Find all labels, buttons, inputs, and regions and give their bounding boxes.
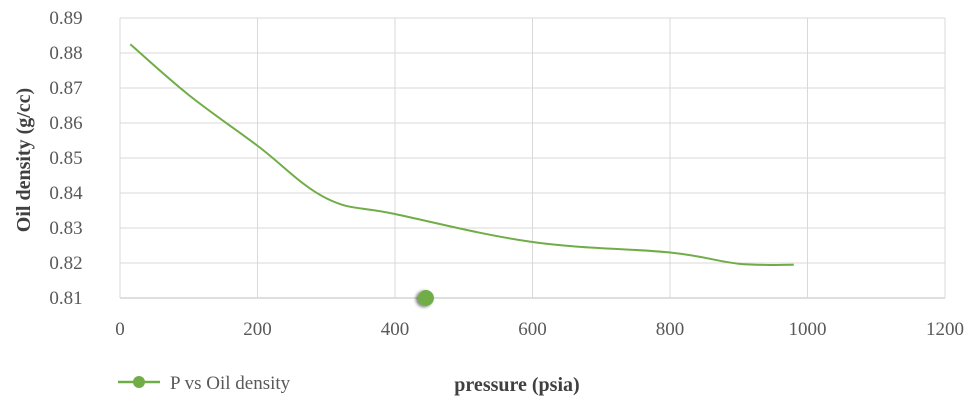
y-tick-label: 0.89 xyxy=(49,8,82,29)
y-tick-label: 0.87 xyxy=(49,78,82,99)
y-tick-labels: 0.81 0.82 0.83 0.84 0.85 0.86 0.87 0.88 0.89 xyxy=(49,8,83,309)
y-axis-title: Oil density (g/cc) xyxy=(13,88,35,232)
y-tick-label: 0.85 xyxy=(49,148,82,169)
annotation-group xyxy=(417,290,434,306)
x-tick-label: 1200 xyxy=(926,319,964,340)
gridlines xyxy=(119,17,946,299)
x-tick-label: 200 xyxy=(243,319,272,340)
x-tick-label: 0 xyxy=(115,319,125,340)
series-group xyxy=(129,43,794,266)
y-tick-label: 0.88 xyxy=(49,43,82,64)
x-tick-label: 1000 xyxy=(789,319,827,340)
data-point-marker xyxy=(417,290,434,306)
y-tick-label: 0.81 xyxy=(49,288,82,309)
series-line xyxy=(129,43,794,266)
legend-marker xyxy=(133,376,145,388)
legend-label: P vs Oil density xyxy=(170,373,291,394)
y-tick-label: 0.84 xyxy=(49,183,83,204)
x-tick-labels: 0 200 400 600 800 1000 1200 xyxy=(115,319,964,340)
x-tick-label: 800 xyxy=(656,319,685,340)
y-tick-label: 0.86 xyxy=(49,113,82,134)
y-tick-label: 0.82 xyxy=(49,253,82,274)
legend: P vs Oil density xyxy=(118,373,291,394)
x-axis-title: pressure (psia) xyxy=(454,374,579,396)
y-tick-label: 0.83 xyxy=(49,218,82,239)
x-tick-label: 600 xyxy=(518,319,547,340)
x-tick-label: 400 xyxy=(381,319,410,340)
